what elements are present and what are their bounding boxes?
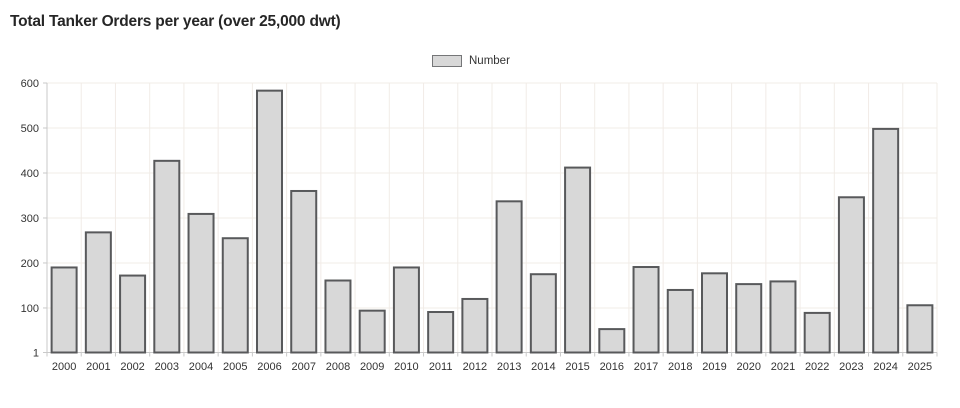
y-tick-label: 200 (21, 258, 39, 270)
bar-2016[interactable] (598, 328, 626, 354)
x-tick-label: 2000 (52, 361, 76, 373)
legend-label: Number (469, 55, 510, 67)
bar-2017[interactable] (632, 266, 660, 354)
legend-swatch-icon (432, 55, 462, 67)
x-tick-label: 2017 (634, 361, 658, 373)
x-tick-label: 2015 (565, 361, 589, 373)
bar-2010[interactable] (392, 266, 420, 354)
bar-2021[interactable] (769, 280, 797, 354)
chart-title: Total Tanker Orders per year (over 25,00… (10, 13, 341, 30)
x-tick-label: 2018 (668, 361, 692, 373)
bar-2015[interactable] (564, 166, 592, 354)
bar-2014[interactable] (529, 273, 557, 354)
bar-2025[interactable] (906, 304, 934, 354)
x-tick-label: 2021 (771, 361, 795, 373)
y-tick-label: 1 (33, 347, 39, 359)
x-tick-label: 2006 (257, 361, 281, 373)
x-tick-label: 2025 (908, 361, 932, 373)
y-tick-label: 300 (21, 213, 39, 225)
x-tick-label: 2022 (805, 361, 829, 373)
x-tick-label: 2004 (189, 361, 213, 373)
x-tick-label: 2008 (326, 361, 350, 373)
bar-2008[interactable] (324, 279, 352, 354)
bar-2012[interactable] (461, 297, 489, 354)
bar-2003[interactable] (153, 159, 181, 354)
bar-2013[interactable] (495, 200, 523, 354)
x-tick-label: 2014 (531, 361, 555, 373)
y-tick-label: 500 (21, 123, 39, 135)
x-tick-label: 2020 (736, 361, 760, 373)
x-tick-label: 2009 (360, 361, 384, 373)
bar-2007[interactable] (290, 189, 318, 354)
x-tick-label: 2019 (702, 361, 726, 373)
y-tick-label: 400 (21, 168, 39, 180)
y-tick-label: 600 (21, 78, 39, 90)
x-tick-label: 2013 (497, 361, 521, 373)
bar-2001[interactable] (84, 231, 112, 354)
x-tick-label: 2011 (429, 361, 453, 373)
bar-2024[interactable] (872, 127, 900, 354)
bar-2023[interactable] (837, 196, 865, 354)
bar-2011[interactable] (427, 311, 455, 354)
x-tick-label: 2005 (223, 361, 247, 373)
bar-2004[interactable] (187, 212, 215, 354)
bar-2009[interactable] (358, 309, 386, 354)
bar-2018[interactable] (666, 288, 694, 354)
x-tick-label: 2002 (120, 361, 144, 373)
bar-2005[interactable] (221, 237, 249, 354)
x-tick-label: 2010 (394, 361, 418, 373)
bar-2006[interactable] (256, 89, 283, 354)
bar-2020[interactable] (735, 283, 763, 354)
legend-item-number[interactable]: Number (432, 55, 510, 67)
x-tick-label: 2023 (839, 361, 863, 373)
x-tick-label: 2007 (291, 361, 315, 373)
bar-2019[interactable] (701, 272, 728, 354)
x-tick-label: 2016 (600, 361, 624, 373)
bar-2000[interactable] (50, 266, 78, 354)
y-tick-label: 100 (21, 303, 39, 315)
x-tick-label: 2012 (463, 361, 487, 373)
x-tick-label: 2024 (873, 361, 897, 373)
x-tick-label: 2001 (86, 361, 110, 373)
bar-2002[interactable] (119, 274, 147, 354)
x-tick-label: 2003 (155, 361, 179, 373)
bar-2022[interactable] (803, 311, 831, 354)
